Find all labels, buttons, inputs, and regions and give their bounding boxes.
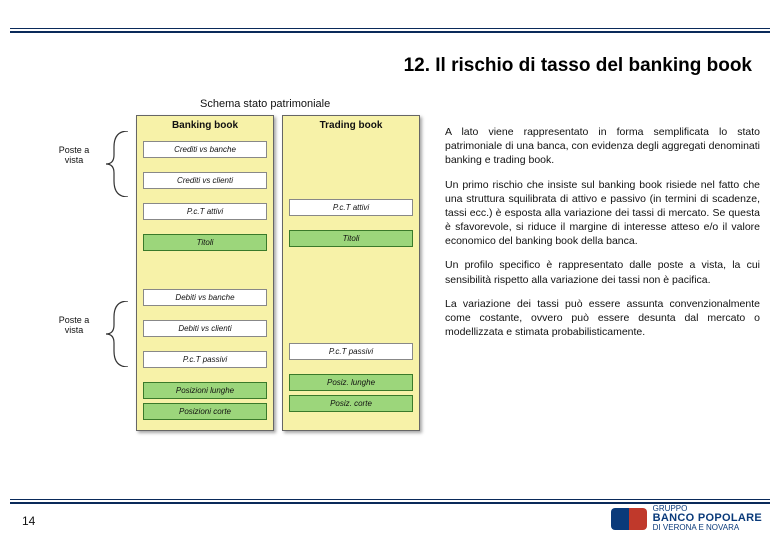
trading-row-posiz-corte: Posiz. corte [289,395,413,412]
logo: GRUPPO BANCO POPOLARE DI VERONA E NOVARA [611,505,762,532]
footer-rule [10,499,770,500]
label-poste-top: Poste a vista [44,145,104,165]
trading-spacer [289,314,413,329]
trading-header: Trading book [283,116,419,137]
trading-row-posiz-lunghe: Posiz. lunghe [289,374,413,391]
banking-row-debiti-clienti: Debiti vs clienti [143,320,267,337]
bracket-bottom [106,301,130,367]
banking-row-pct-passivi: P.c.T passivi [143,351,267,368]
banking-column: Banking book Crediti vs banche Crediti v… [136,115,274,431]
trading-row-pct-passivi: P.c.T passivi [289,343,413,360]
page-number: 14 [22,514,35,528]
paragraph-3: Un profilo specifico è rappresentato dal… [445,258,760,286]
banking-row-titoli: Titoli [143,234,267,251]
logo-text: GRUPPO BANCO POPOLARE DI VERONA E NOVARA [653,505,762,532]
body-text: A lato viene rappresentato in forma semp… [445,125,760,349]
paragraph-1: A lato viene rappresentato in forma semp… [445,125,760,168]
bracket-top [106,131,130,197]
banking-row-posizioni-lunghe: Posizioni lunghe [143,382,267,399]
trading-column: Trading book P.c.T attivi Titoli P.c.T p… [282,115,420,431]
top-rule [10,28,770,38]
banking-row-pct-attivi: P.c.T attivi [143,203,267,220]
trading-row-titoli: Titoli [289,230,413,247]
banking-row-crediti-banche: Crediti vs banche [143,141,267,158]
banking-row-debiti-banche: Debiti vs banche [143,289,267,306]
paragraph-4: La variazione dei tassi può essere assun… [445,297,760,340]
trading-spacer [289,285,413,300]
label-poste-bottom: Poste a vista [44,315,104,335]
diagram-subtitle: Schema stato patrimoniale [200,98,330,110]
logo-mark-icon [611,508,647,530]
paragraph-2: Un primo rischio che insiste sul banking… [445,178,760,249]
trading-spacer [289,141,413,156]
trading-spacer [289,170,413,185]
trading-row-pct-attivi: P.c.T attivi [289,199,413,216]
balance-sheet-diagram: Poste a vista Poste a vista Banking book… [136,115,426,431]
banking-row-crediti-clienti: Crediti vs clienti [143,172,267,189]
page-title: 12. Il rischio di tasso del banking book [0,55,752,77]
banking-row-posizioni-corte: Posizioni corte [143,403,267,420]
banking-header: Banking book [137,116,273,137]
